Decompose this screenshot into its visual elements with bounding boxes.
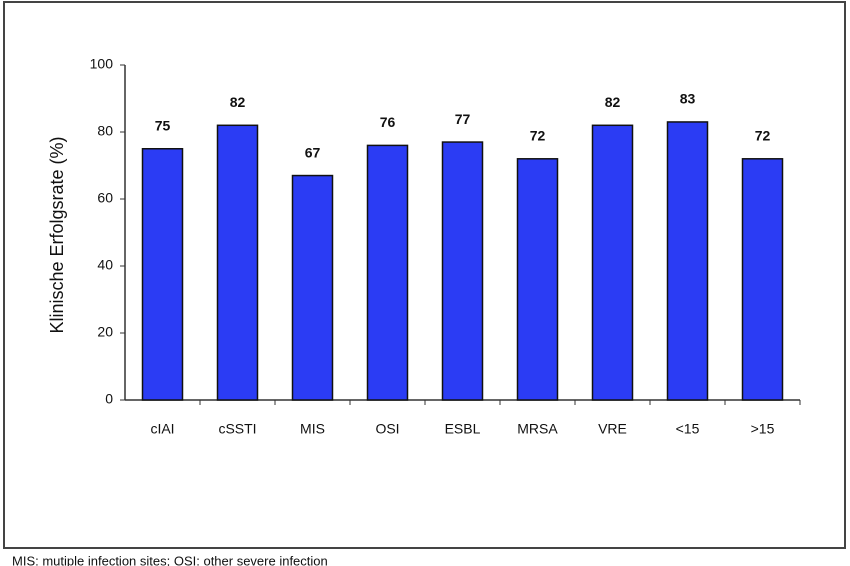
- x-tick-label: >15: [751, 421, 775, 437]
- bar: [741, 158, 784, 401]
- bar: [591, 124, 634, 401]
- y-tick-label: 60: [97, 190, 113, 206]
- value-label: 83: [680, 91, 696, 107]
- y-tick-label: 100: [90, 56, 114, 72]
- value-label: 67: [305, 144, 321, 160]
- bar: [366, 144, 409, 401]
- bar: [666, 121, 709, 401]
- y-tick-label: 20: [97, 324, 113, 340]
- value-label: 82: [230, 94, 246, 110]
- x-tick-label: ESBL: [445, 421, 481, 437]
- value-label: 77: [455, 111, 471, 127]
- y-tick-label: 80: [97, 123, 113, 139]
- bar: [291, 174, 334, 401]
- frame: [3, 1, 846, 549]
- x-tick-label: MIS: [300, 421, 325, 437]
- bar: [441, 141, 484, 401]
- value-label: 76: [380, 114, 396, 130]
- y-tick-label: 40: [97, 257, 113, 273]
- y-axis-label: Klinische Erfolgsrate (%): [47, 136, 67, 333]
- bar: [141, 148, 184, 401]
- value-label: 82: [605, 94, 621, 110]
- bar: [216, 124, 259, 401]
- y-tick-label: 0: [105, 391, 113, 407]
- x-tick-label: MRSA: [517, 421, 558, 437]
- footnote: MIS: mutiple infection sites; OSI: other…: [12, 553, 328, 566]
- bar: [516, 158, 559, 401]
- value-label: 72: [755, 128, 771, 144]
- value-label: 72: [530, 128, 546, 144]
- x-tick-label: <15: [676, 421, 700, 437]
- x-tick-label: OSI: [375, 421, 399, 437]
- x-tick-label: cIAI: [150, 421, 174, 437]
- x-tick-label: VRE: [598, 421, 627, 437]
- value-label: 75: [155, 117, 171, 133]
- x-tick-label: cSSTI: [218, 421, 256, 437]
